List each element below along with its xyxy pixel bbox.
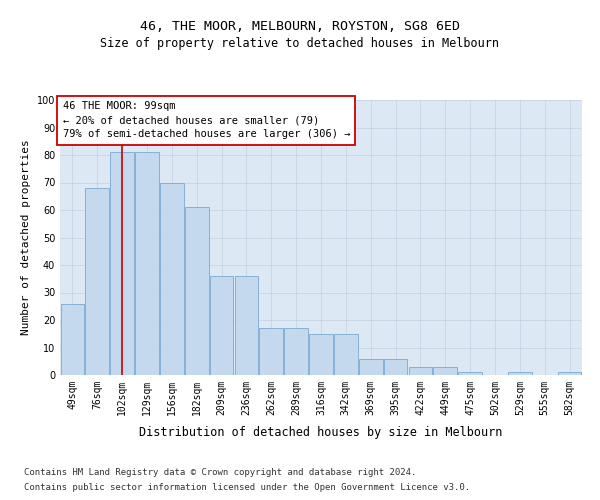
Text: 46, THE MOOR, MELBOURN, ROYSTON, SG8 6ED: 46, THE MOOR, MELBOURN, ROYSTON, SG8 6ED bbox=[140, 20, 460, 32]
Bar bbox=[210, 276, 233, 375]
Text: Contains HM Land Registry data © Crown copyright and database right 2024.: Contains HM Land Registry data © Crown c… bbox=[24, 468, 416, 477]
Bar bbox=[160, 182, 184, 375]
Bar bbox=[135, 152, 159, 375]
Bar bbox=[235, 276, 258, 375]
Bar bbox=[508, 372, 532, 375]
Bar bbox=[259, 328, 283, 375]
Bar bbox=[409, 367, 432, 375]
Bar bbox=[284, 328, 308, 375]
Bar bbox=[558, 372, 581, 375]
Bar bbox=[309, 334, 333, 375]
Bar bbox=[61, 304, 84, 375]
Bar bbox=[384, 358, 407, 375]
Bar bbox=[334, 334, 358, 375]
Bar bbox=[359, 358, 383, 375]
Bar bbox=[458, 372, 482, 375]
Text: Distribution of detached houses by size in Melbourn: Distribution of detached houses by size … bbox=[139, 426, 503, 439]
Text: 46 THE MOOR: 99sqm
← 20% of detached houses are smaller (79)
79% of semi-detache: 46 THE MOOR: 99sqm ← 20% of detached hou… bbox=[62, 102, 350, 140]
Bar bbox=[85, 188, 109, 375]
Bar bbox=[185, 207, 209, 375]
Bar bbox=[110, 152, 134, 375]
Bar bbox=[433, 367, 457, 375]
Text: Size of property relative to detached houses in Melbourn: Size of property relative to detached ho… bbox=[101, 37, 499, 50]
Y-axis label: Number of detached properties: Number of detached properties bbox=[21, 140, 31, 336]
Text: Contains public sector information licensed under the Open Government Licence v3: Contains public sector information licen… bbox=[24, 483, 470, 492]
